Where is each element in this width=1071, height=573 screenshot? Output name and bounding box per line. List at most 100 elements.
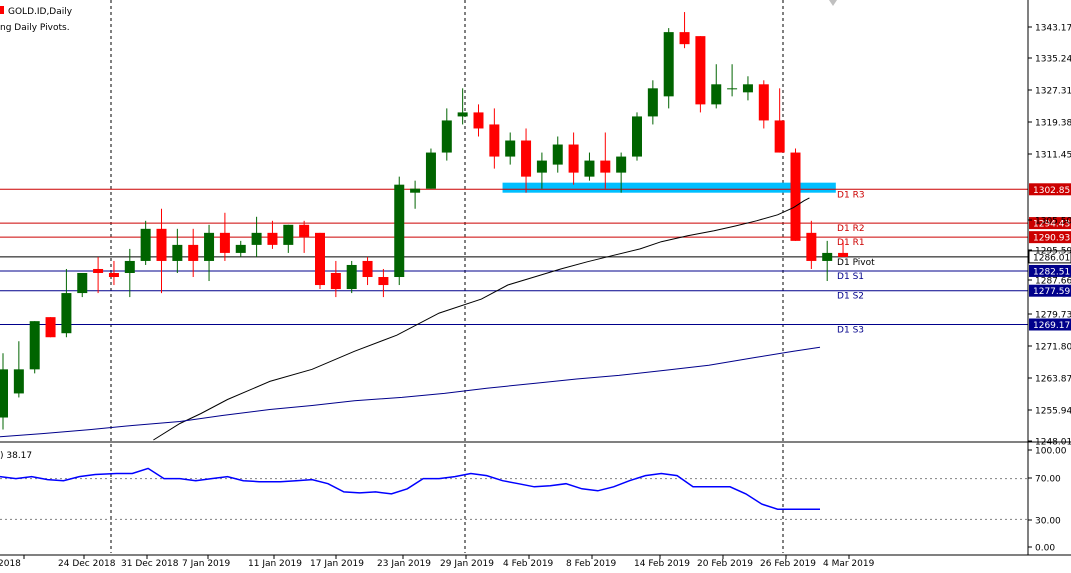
pivot-price-tag-text: 1286.01 [1033,253,1070,263]
candle-bull [727,88,738,90]
candle-bull [0,369,8,418]
pivot-label: D1 S1 [837,272,864,282]
candle-bear [838,252,849,257]
oscillator-label: ) 38.17 [0,451,32,461]
symbol-color-swatch [0,6,4,14]
date-tick-label: 4 Mar 2019 [823,559,875,569]
date-tick-label: 7 Jan 2019 [182,559,230,569]
price-tick-label: 1335.24 [1035,55,1071,65]
candle-bull [410,188,421,193]
candle-bull [124,260,135,273]
price-tick-label: 1305.50 [1035,217,1071,227]
price-tick-label: 1255.94 [1035,407,1071,417]
candle-bull [283,224,294,245]
price-tick-label: 1287.66 [1035,277,1071,287]
candle-bull [505,140,516,157]
date-tick-label: 20 Feb 2019 [697,559,753,569]
candle-bear [267,232,278,245]
date-tick-label: 31 Dec 2018 [121,559,179,569]
candle-bear [108,272,119,278]
candle-bull [663,32,674,97]
price-tick-label: 1311.45 [1035,151,1071,161]
candle-layer [0,12,849,430]
candle-bear [679,32,690,45]
candle-bull [647,88,658,117]
candle-bull [346,264,357,290]
oscillator-tick-label: 30.00 [1035,517,1061,527]
candle-bear [93,268,104,273]
candle-bear [521,140,532,177]
candle-bull [632,116,642,157]
pivot-price-tag-text: 1290.93 [1033,234,1070,244]
pivot-price-tag-text: 1277.59 [1033,287,1070,297]
price-tick-label: 1279.73 [1035,311,1071,321]
candle-bear [790,152,801,241]
chart-header: GOLD.ID,Daily ng Daily Pivots. [0,6,73,33]
candle-bull [61,293,72,334]
price-tick-label: 1327.31 [1035,87,1071,97]
oscillator-layer [0,467,1028,520]
pivot-label: D1 S2 [837,292,864,302]
zone-layer [502,182,836,193]
shift-marker-icon[interactable] [829,0,837,6]
candle-bear [473,112,484,129]
pivot-price-tag-text: 1294.43 [1033,220,1070,230]
candle-bull [140,228,151,261]
candle-bear [299,224,310,237]
oscillator-tick-label: 100.00 [1035,447,1067,457]
candle-bull [29,321,40,370]
candle-bull [204,232,215,261]
date-tick-label: 11 Jan 2019 [248,559,302,569]
candle-bear [219,232,230,253]
pivot-price-tag-text: 1302.85 [1033,186,1070,196]
moving-average-fast [153,197,810,441]
date-tick-label: 24 Dec 2018 [58,559,116,569]
candle-bull [457,112,468,117]
price-tick-label: 1263.87 [1035,375,1071,385]
pivot-price-tag-text: 1282.51 [1033,267,1070,277]
pivot-price-tag-text: 1269.17 [1033,321,1070,331]
pivot-label: D1 S3 [837,326,864,336]
candle-bull [235,244,246,253]
candle-bull [616,156,627,173]
candle-bull [822,252,833,261]
symbol-label: GOLD.ID,Daily [8,7,73,17]
candle-bear [156,228,167,261]
pivot-price-tag [1029,217,1071,230]
candle-bear [489,124,500,157]
date-tick-label: 8 Feb 2019 [566,559,617,569]
candle-bull [536,160,547,173]
pivot-price-tag [1029,284,1071,297]
candle-bull [441,120,452,153]
candle-bull [13,369,24,394]
candle-bull [394,184,405,278]
price-tick-label: 1343.17 [1035,24,1071,34]
pivot-label: D1 R2 [837,224,865,234]
moving-average-slow [0,346,821,438]
indicator-label: ng Daily Pivots. [0,23,70,33]
date-tick-label: 26 Feb 2019 [760,559,816,569]
price-tick-label: 1295.59 [1035,247,1071,257]
ma-layer [0,197,821,441]
pivot-price-tag [1028,250,1071,264]
date-tick-label: 4 Feb 2019 [503,559,554,569]
pivot-price-tag [1029,231,1071,244]
candle-bear [378,277,389,286]
price-tick-label: 1319.38 [1035,119,1071,129]
date-tick-label: 17 Jan 2019 [310,559,364,569]
pivot-price-tag [1029,183,1071,196]
pivot-layer: D1 R3 D1 R2 D1 R1 D1 Pivot D1 S1 D1 S2 D1 S3 [0,188,1028,336]
date-tick-label: 23 Jan 2019 [377,559,431,569]
support-zone [502,182,836,193]
candle-bear [45,317,56,338]
candle-bull [742,84,753,93]
oscillator-tick-label: 70.00 [1035,475,1061,485]
candle-bull [552,144,563,165]
pivot-label: D1 R3 [837,190,865,200]
candle-bull [77,272,88,294]
candle-bull [172,244,183,261]
pivot-price-tag [1029,318,1071,331]
